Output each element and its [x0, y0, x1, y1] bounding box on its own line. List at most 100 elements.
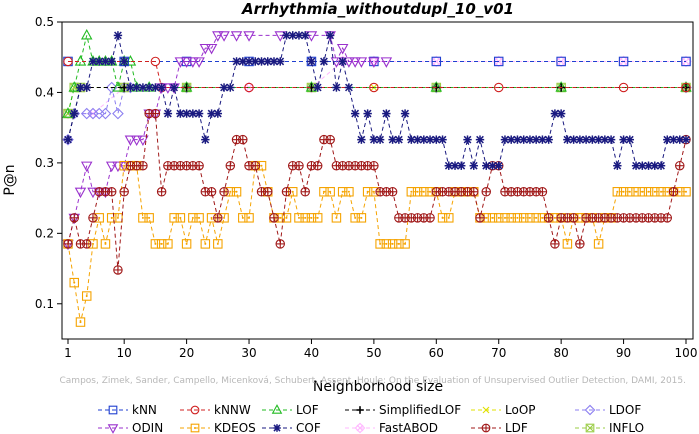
data-point-ldf: [263, 187, 273, 197]
data-point-odin: [162, 83, 174, 94]
data-point-kdeos: [500, 213, 510, 223]
data-point-ldf: [543, 213, 554, 223]
data-point-cof: [613, 161, 622, 170]
data-point-cof: [119, 57, 129, 66]
data-point-ldf: [106, 187, 117, 197]
data-point-kdeos: [362, 187, 373, 197]
data-point-ldf: [269, 213, 279, 223]
chart-title: Arrhythmia_withoutdupl_10_v01: [241, 0, 514, 18]
data-point-ldf: [138, 160, 148, 171]
series-line-kdeos: [67, 165, 686, 323]
data-point-odin: [180, 57, 193, 68]
legend-label-cof: COF: [296, 421, 321, 434]
legend-marker-ldof: [584, 404, 596, 416]
legend-item-odin: ODIN: [98, 421, 163, 434]
data-point-odin: [243, 31, 255, 42]
legend-item-ldf: LDF: [471, 421, 528, 434]
legend-label-ldof: LDOF: [609, 403, 641, 417]
data-point-kdeos: [200, 239, 211, 249]
data-point-kdeos: [181, 239, 192, 249]
data-point-fastabod: [430, 55, 443, 68]
data-point-knn: [556, 56, 566, 67]
legend-label-fastabod: FastABOD: [379, 421, 438, 434]
data-point-cof: [650, 161, 659, 170]
data-point-kdeos: [144, 213, 154, 223]
data-point-kdeos: [319, 187, 329, 197]
data-point-kdeos: [406, 187, 417, 197]
data-point-cof: [394, 135, 404, 144]
data-point-cof: [301, 31, 310, 40]
data-point-kdeos: [231, 187, 242, 197]
data-point-lof: [74, 55, 87, 66]
data-point-cof: [244, 57, 254, 66]
data-point-odin: [205, 43, 218, 55]
legend-marker-cof: [273, 424, 281, 432]
data-point-kdeos: [238, 213, 248, 223]
data-point-odin: [199, 43, 212, 55]
data-point-kdeos: [531, 213, 541, 223]
x-tick-label: 100: [675, 346, 698, 360]
data-point-knnw: [493, 82, 504, 93]
legend-item-knnw: kNNW: [180, 403, 251, 417]
x-tick-label: 10: [117, 346, 132, 360]
data-point-odin: [193, 57, 205, 68]
data-point-ldf: [550, 239, 560, 249]
data-point-cof: [475, 135, 485, 144]
legend-item-loop: LoOP: [471, 403, 536, 417]
data-point-cof: [194, 109, 204, 118]
y-tick-label: 0.1: [35, 297, 54, 311]
legend-item-simplifiedlof: SimplifiedLOF: [345, 403, 461, 417]
data-point-cof: [213, 109, 223, 118]
legend-label-odin: ODIN: [132, 421, 163, 434]
data-point-ldof: [62, 133, 74, 146]
data-point-kdeos: [356, 213, 367, 223]
data-point-kdeos: [656, 187, 666, 197]
data-point-ldf: [475, 213, 485, 223]
data-point-kdeos: [650, 187, 660, 197]
data-point-cof: [132, 83, 141, 92]
data-point-ldf: [194, 160, 204, 171]
data-point-kdeos: [506, 213, 516, 223]
data-point-cof: [319, 57, 329, 66]
data-point-cof: [469, 161, 478, 170]
data-point-kdeos: [625, 187, 635, 197]
x-tick-label: 70: [491, 346, 506, 360]
legend-marker-knnw: [190, 405, 200, 415]
data-point-kdeos: [75, 317, 86, 327]
data-point-knn: [681, 56, 691, 67]
data-point-cof: [107, 57, 116, 66]
data-point-kdeos: [593, 239, 604, 249]
data-point-kdeos: [612, 187, 623, 197]
data-point-kdeos: [213, 239, 223, 249]
data-point-ldf: [281, 187, 292, 197]
data-point-ldf: [469, 187, 479, 197]
data-point-cof: [70, 109, 79, 118]
data-point-odin: [212, 31, 224, 42]
legend-item-kdeos: KDEOS: [180, 421, 256, 434]
data-point-ldof: [105, 81, 118, 94]
data-point-kdeos: [194, 213, 204, 223]
data-point-ldf: [156, 187, 167, 197]
data-point-kdeos: [344, 187, 354, 197]
data-point-ldf: [219, 187, 229, 197]
data-point-kdeos: [156, 239, 167, 249]
data-point-ldf: [81, 239, 92, 249]
data-point-ldof: [430, 81, 443, 94]
data-point-knn: [493, 56, 504, 67]
data-point-ldf: [294, 160, 304, 171]
data-point-kdeos: [562, 239, 573, 249]
data-point-odin: [355, 57, 368, 68]
data-point-cof: [207, 109, 216, 118]
data-point-kdeos: [631, 187, 641, 197]
data-point-odin: [105, 161, 118, 173]
data-point-knnw: [244, 82, 254, 93]
data-point-ldof: [180, 81, 193, 94]
data-point-kdeos: [375, 239, 385, 249]
data-point-cof: [313, 83, 322, 92]
data-point-odin: [274, 31, 287, 42]
x-tick-label: 30: [241, 346, 256, 360]
y-tick-label: 0.2: [35, 226, 54, 240]
data-point-kdeos: [81, 291, 92, 301]
data-point-kdeos: [106, 213, 117, 223]
legend-item-inflo: INFLO: [575, 421, 644, 434]
